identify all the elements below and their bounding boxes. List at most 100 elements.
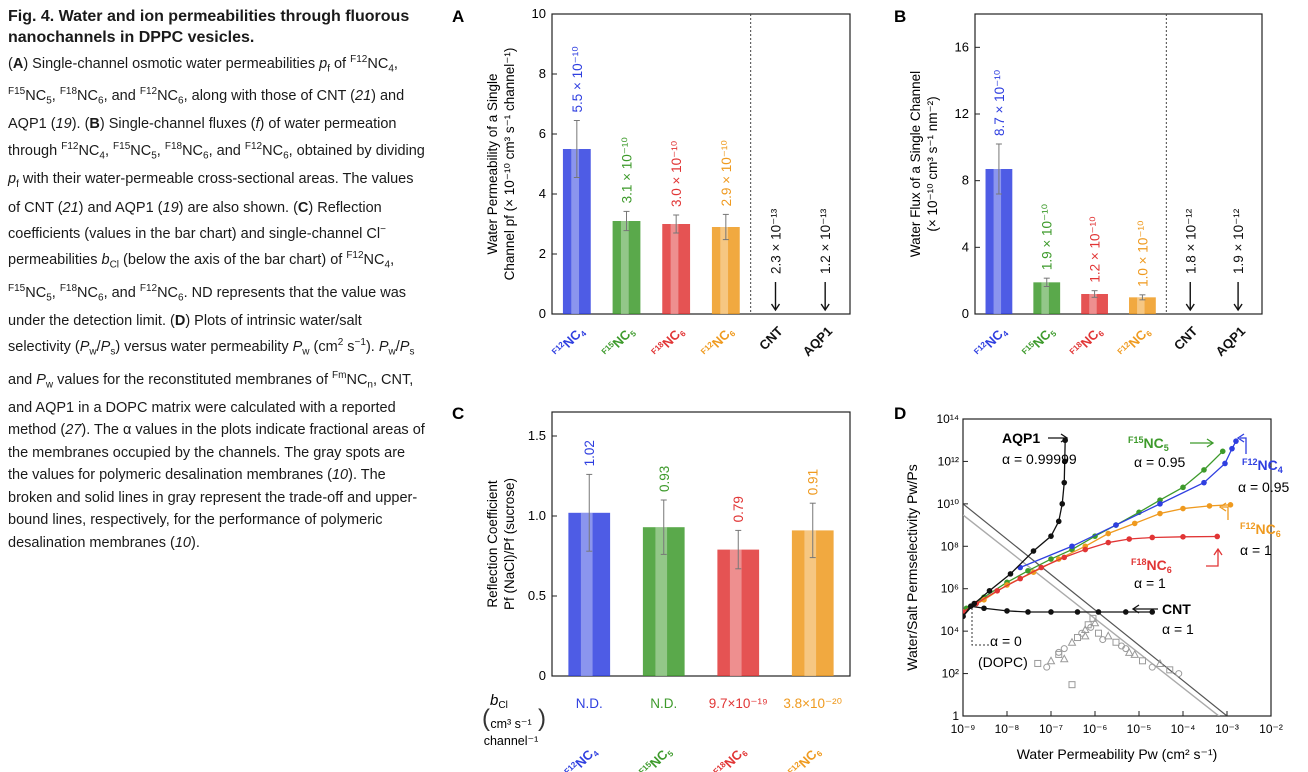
category-label: F18NC6 [649,323,688,362]
series-point [1157,510,1163,517]
bcl-paren-close: ) [538,705,546,732]
series-point [1061,479,1068,486]
y-axis-label-line1: Water Flux of a Single Channel [908,71,923,257]
arrow-head [1218,502,1227,512]
series-point [1149,534,1156,541]
gray-point [1067,637,1077,646]
caption-body: (A) Single-channel osmotic water permeab… [8,54,425,551]
bar-highlight [580,512,593,676]
value-label: 1.2 × 10⁻¹³ [818,208,833,274]
annot-f12nc4-alpha: α = 0.95 [1238,479,1290,495]
annot-aqp1-alpha: α = 0.99999 [1002,451,1077,467]
y-tick-label: 0 [539,306,546,321]
series-point [963,613,966,620]
y-tick-label: 10⁸ [941,539,959,553]
value-label: 1.0 × 10⁻¹⁰ [1135,220,1150,287]
series-point [1038,564,1045,571]
annot-f18nc6-alpha: α = 1 [1134,575,1166,591]
x-tick-label: 10⁻⁹ [951,722,976,736]
series-point [1219,448,1226,455]
plot-frame [551,13,851,315]
series-point [1048,533,1054,539]
y-tick-label: 10² [942,667,959,681]
bcl-unit-line2: channel⁻¹ [484,734,539,748]
y-tick-label: 10⁶ [941,582,959,596]
y-tick-label: 1 [952,709,959,723]
series-line-cnt [963,605,1153,617]
y-tick-label: 2 [539,246,546,261]
value-label: 0.91 [806,469,821,495]
annot-dopc-alpha: α = 0 [990,633,1022,649]
y-tick-label: 4 [539,186,546,201]
y-tick-label: 0 [539,668,546,683]
bar-highlight [620,221,629,314]
value-label: 1.9 × 10⁻¹² [1231,208,1246,274]
category-label: F18NC6 [1068,323,1107,362]
category-label: F12NC4 [563,743,602,772]
series-point [967,603,974,609]
category-label: F15NC5 [1020,323,1059,362]
bar-f15nc5 [612,221,641,314]
y-tick-label: 1.5 [528,428,546,443]
annot-cnt-alpha: α = 1 [1162,621,1194,637]
category-label: F12NC4 [550,323,589,362]
value-label: 3.1 × 10⁻¹⁰ [620,137,635,204]
plot-frame [551,411,851,677]
bcl-paren-open: ( [482,705,490,732]
arrow-head [1236,433,1245,443]
x-tick-label: 10⁻⁵ [1127,722,1152,736]
arrow-head [1060,433,1069,443]
category-label: AQP1 [1213,324,1249,360]
y-tick-label: 4 [962,239,969,254]
upper-bound-line [963,503,1228,716]
series-point [1214,533,1221,540]
x-tick-label: 10⁻⁷ [1039,722,1063,736]
y-tick-label: 12 [955,106,969,121]
category-label: F15NC5 [600,323,639,362]
series-point [981,605,987,612]
x-tick-label: 10⁻⁸ [995,722,1020,736]
series-point [1131,520,1138,527]
value-label: 0.93 [657,466,672,492]
gray-point [1124,647,1134,656]
gray-point [1073,634,1081,642]
y-tick-label: 0 [962,306,969,321]
y-tick-label: 10¹⁰ [937,497,959,511]
x-tick-label: 10⁻⁶ [1083,722,1108,736]
bar-f12nc6 [711,227,740,314]
series-point [1180,533,1186,540]
arrow-head [1131,604,1140,614]
gray-point [1089,614,1097,622]
y-axis-label-line2: Pf (NaCl)/Pf (sucrose) [502,478,517,610]
panel-letter-a: A [452,7,464,26]
plot-frame [974,13,1263,315]
series-point [1149,609,1156,615]
gray-point [1112,638,1120,646]
series-point [1061,458,1068,465]
bar-highlight [804,530,817,676]
bar-highlight [720,227,729,314]
series-point [1206,503,1213,509]
annot-f12nc6: F12NC6 [1240,521,1281,539]
annot-aqp1: AQP1 [1002,430,1040,446]
gray-point [1055,650,1063,658]
chart-panel-c: 0 0.5 1.0 1.5 Reflection Coefficient Pf (NaCl… [482,411,851,772]
y-tick-label: 8 [962,173,969,188]
gray-point [1148,663,1156,671]
gray-point [1138,657,1146,665]
bar-highlight [729,549,742,676]
category-label: F12NC6 [1116,323,1155,362]
series-point [1048,609,1054,615]
bcl-label: bCl [490,692,508,711]
figure-caption: Fig. 4. Water and ion permeabilities thr… [8,6,428,554]
bcl-value: 9.7×10⁻¹⁹ [709,696,768,711]
category-label: F12NC4 [972,323,1011,362]
y-tick-label: 10⁴ [940,624,959,638]
arrow-head [770,303,781,312]
bar-f18nc6 [662,224,691,314]
gray-point [1099,636,1107,644]
bar-highlight [1089,294,1097,314]
value-label: 1.2 × 10⁻¹⁰ [1088,216,1103,283]
series-point [1105,539,1112,546]
